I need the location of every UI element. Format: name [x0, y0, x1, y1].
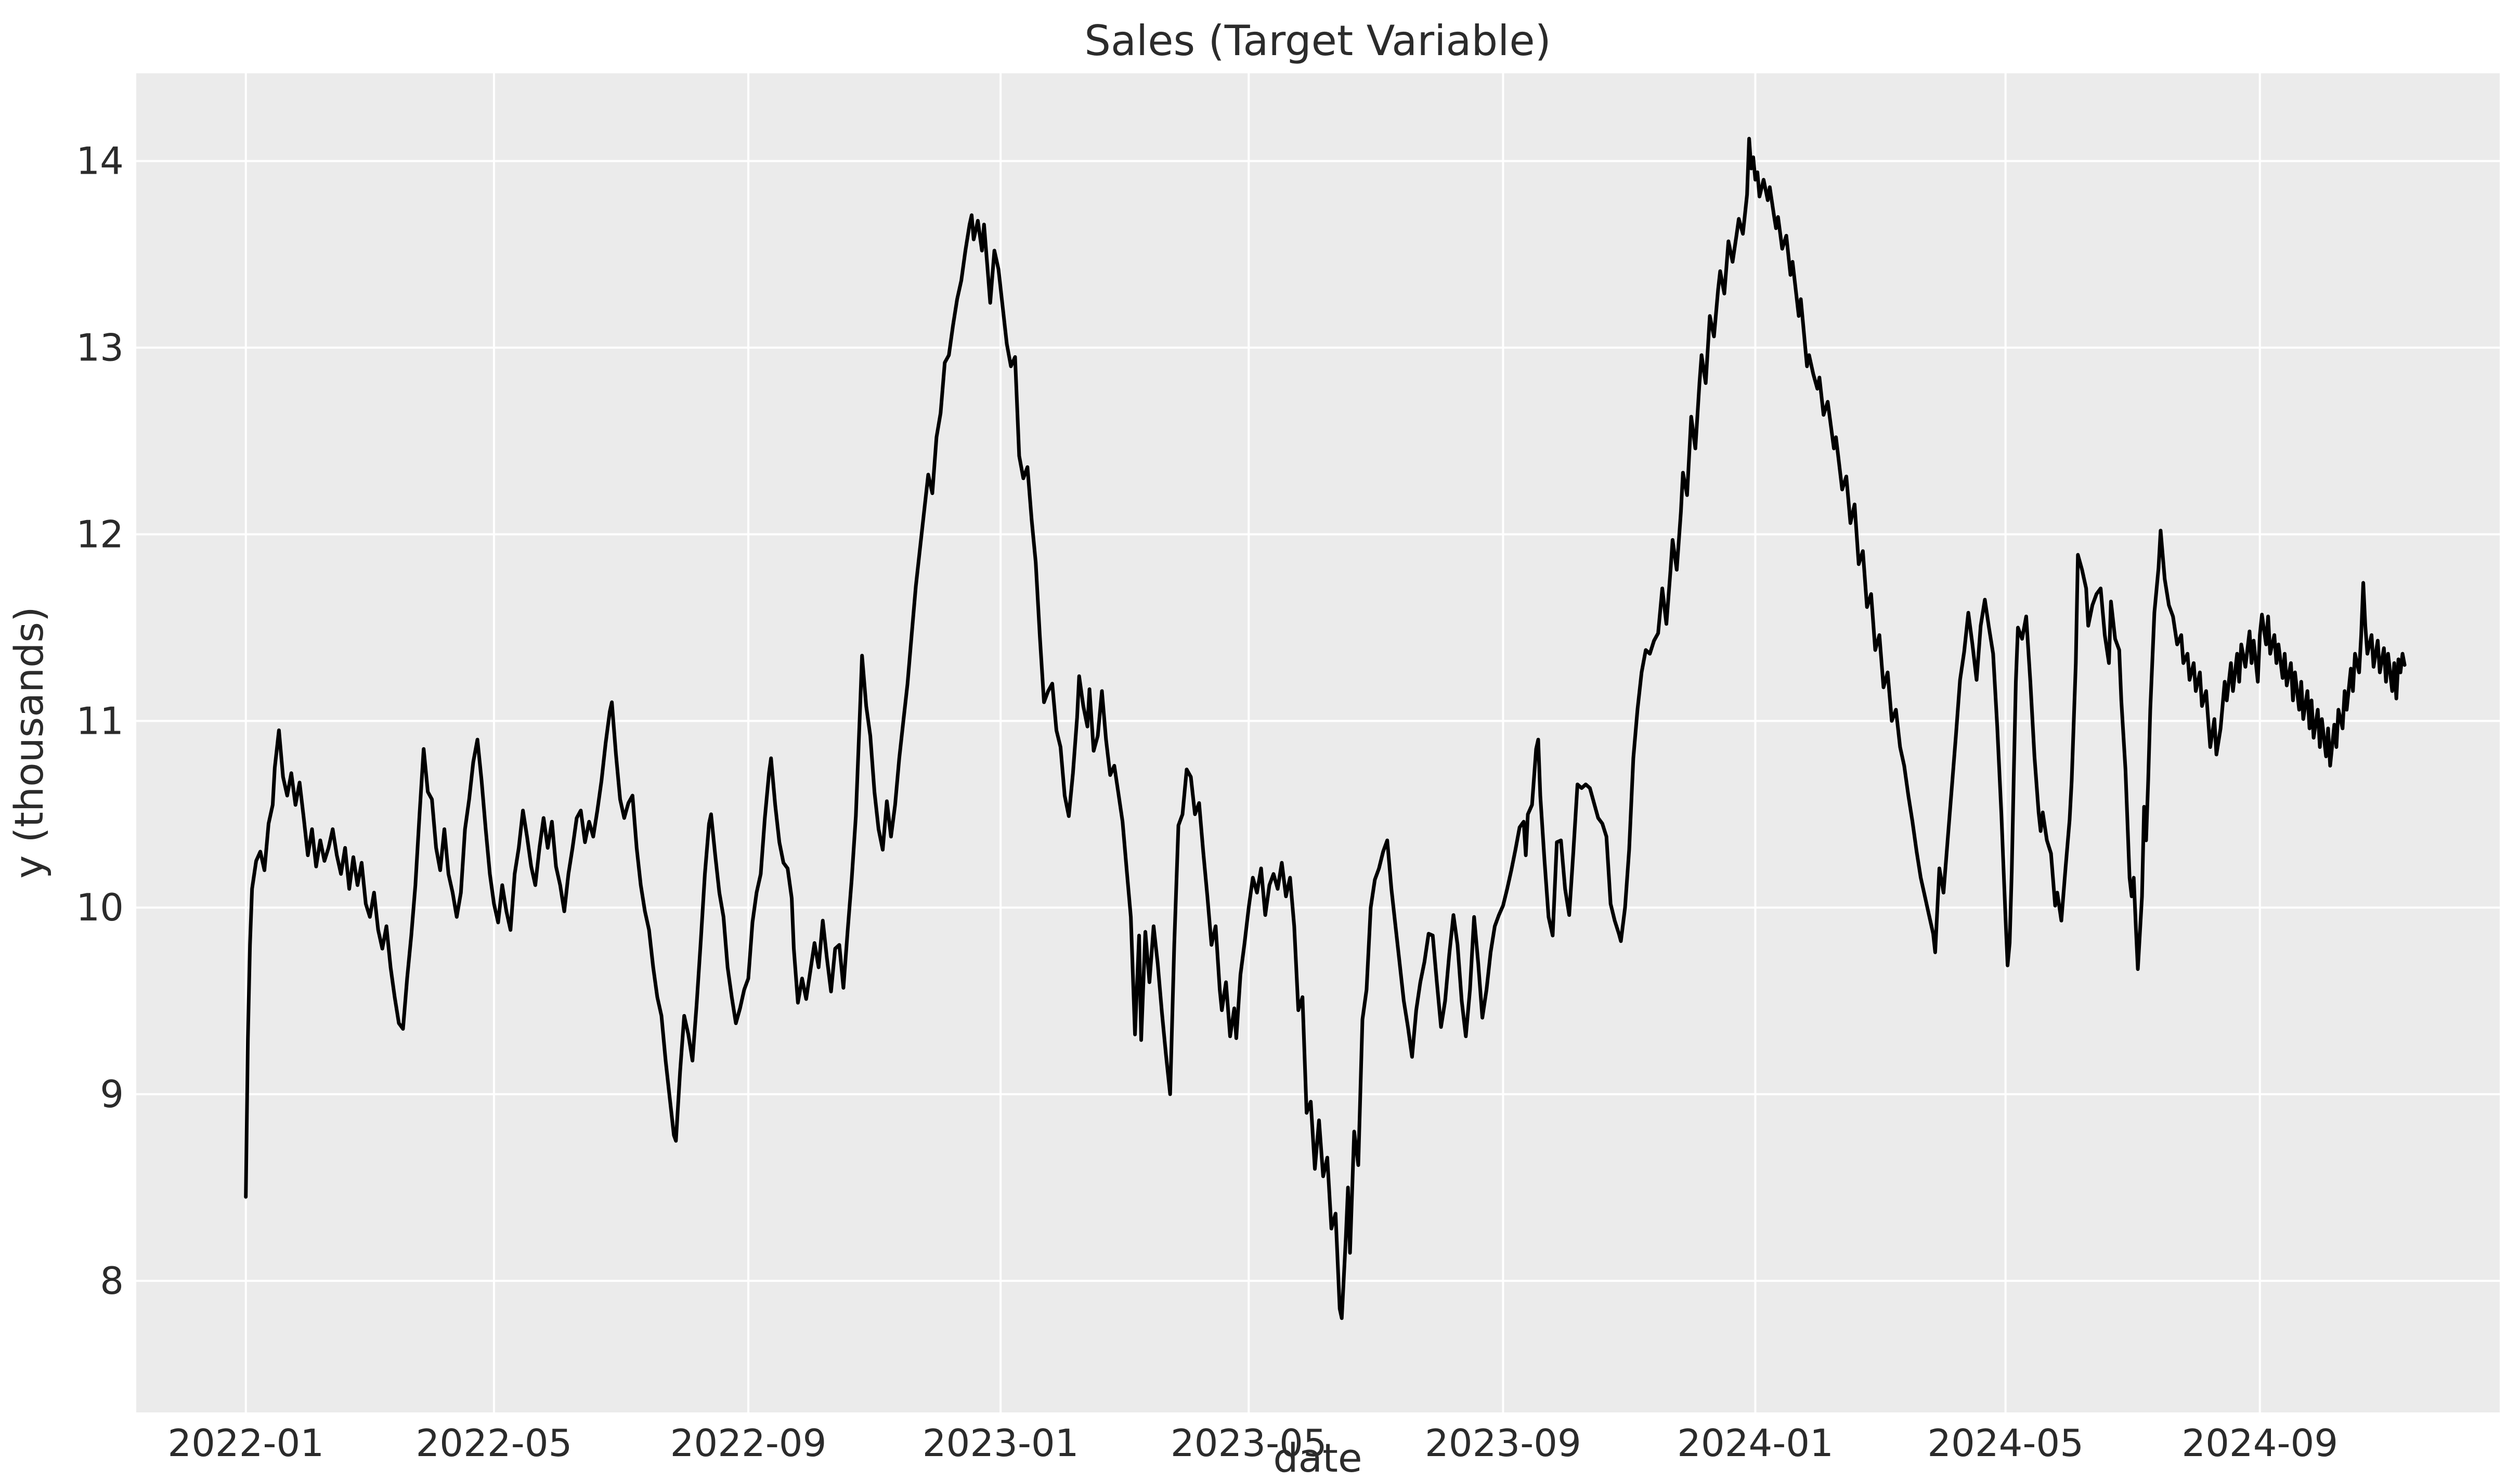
series-path-y: [244, 137, 2407, 1320]
x-tick-label: 2022-05: [415, 1421, 572, 1465]
y-tick-label: 8: [100, 1259, 124, 1303]
y-tick-label: 13: [76, 326, 124, 370]
plot-area-rect: [136, 73, 2500, 1412]
plot-background: [136, 73, 2500, 1412]
x-tick-label: 2024-01: [1677, 1421, 1834, 1465]
x-tick-label: 2022-09: [670, 1421, 827, 1465]
y-tick-label: 12: [76, 512, 124, 556]
series-line: [244, 137, 2407, 1320]
x-tick-label: 2023-01: [923, 1421, 1079, 1465]
chart-title: Sales (Target Variable): [1084, 17, 1551, 65]
y-tick-label: 10: [76, 886, 124, 929]
x-tick-label: 2023-09: [1425, 1421, 1581, 1465]
x-tick-label: 2023-05: [1171, 1421, 1327, 1465]
tick-labels: 8 9 10 11 12 13 14 2022-01 2022-05 2022-09 2023-01…: [76, 139, 2338, 1465]
y-axis-label: y (thousands): [6, 606, 52, 878]
x-tick-label: 2022-01: [167, 1421, 324, 1465]
x-axis-label: date: [1273, 1435, 1362, 1480]
x-tick-label: 2024-09: [2181, 1421, 2338, 1465]
x-tick-label: 2024-05: [1927, 1421, 2084, 1465]
y-tick-label: 11: [76, 699, 124, 743]
y-tick-label: 9: [100, 1072, 124, 1116]
y-tick-label: 14: [76, 139, 124, 183]
